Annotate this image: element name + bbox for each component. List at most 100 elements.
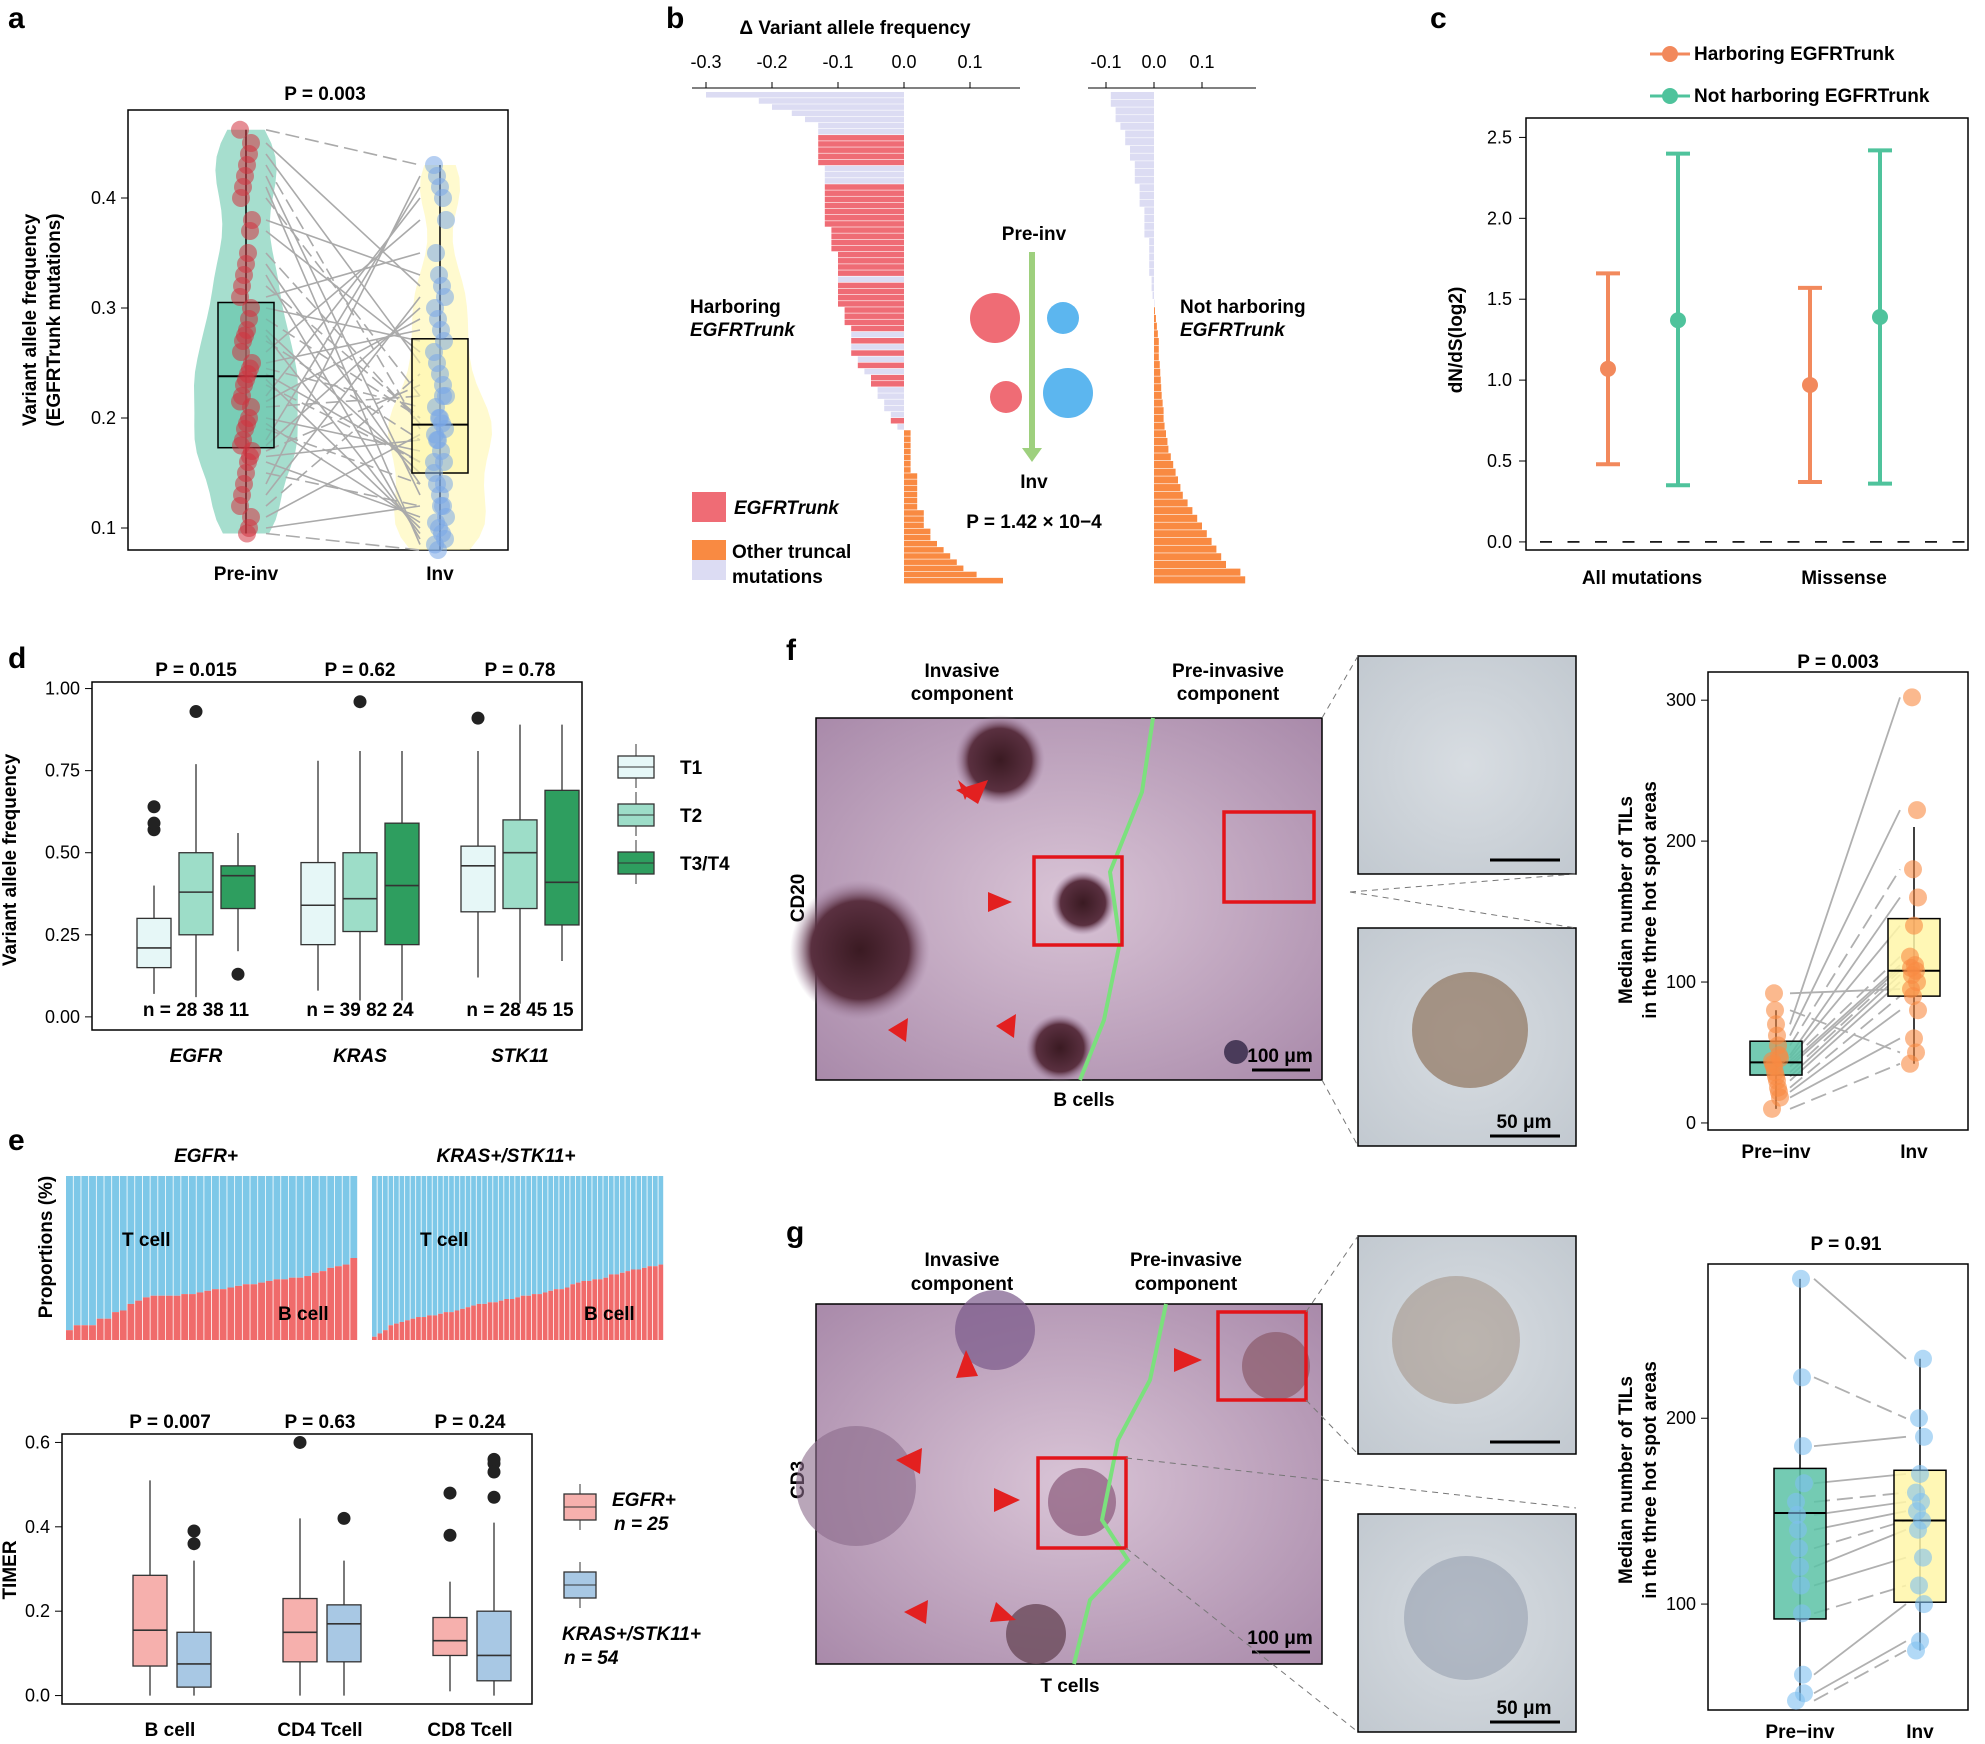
panel-f-inset-preinv xyxy=(1357,655,1577,875)
panel-a-point-preinv xyxy=(231,497,249,515)
panel-b-left-bar xyxy=(818,135,904,141)
panel-e-kras-bcell-bar xyxy=(377,1333,383,1340)
panel-b-right-bar xyxy=(1144,215,1154,223)
panel-e-kras-bcell-bar xyxy=(405,1320,410,1340)
panel-g-cluster-3 xyxy=(1048,1468,1116,1536)
panel-f-point-inv xyxy=(1904,860,1922,879)
panel-g-inset-cluster-2 xyxy=(1404,1556,1528,1680)
panel-b-left-bar xyxy=(838,270,904,276)
panel-d-xtick-gene: EGFR xyxy=(170,1046,223,1067)
panel-e-group-egfr: EGFR+ xyxy=(174,1146,238,1167)
panel-e-legend-egfr-n: n = 25 xyxy=(614,1514,669,1535)
panel-f-boundary xyxy=(1078,717,1155,1081)
panel-b-left-bar xyxy=(877,393,904,399)
panel-b-title: Δ Variant allele frequency xyxy=(739,18,971,39)
panel-e-kras-tcell-bar xyxy=(564,1176,570,1288)
panel-e-kras-bcell-bar xyxy=(537,1294,542,1340)
panel-a-frame xyxy=(127,109,509,551)
panel-g-label-preinv2: component xyxy=(1135,1274,1238,1295)
panel-f-box-ylabel2: in the three hot spot areas xyxy=(1640,781,1661,1019)
panel-e-kras-tcell-bar xyxy=(531,1176,537,1295)
panel-b-flow-top: Pre-inv xyxy=(1002,224,1067,245)
panel-b-legend-mut: mutations xyxy=(732,567,823,588)
panel-b-left-tick-label: 0.0 xyxy=(891,52,916,72)
panel-f-images: Invasive component Pre-invasive componen… xyxy=(788,655,1577,1147)
panel-f-point-preinv xyxy=(1765,984,1783,1003)
panel-g-arrow-4 xyxy=(904,1600,928,1624)
panel-g-box-ylabel2: in the three hot spot areas xyxy=(1640,1361,1661,1599)
panel-e-kras-bcell-bar xyxy=(592,1279,598,1340)
panel-b-left-bar xyxy=(851,331,904,338)
panel-a-pair-line xyxy=(265,142,421,287)
panel-g-cells: T cells xyxy=(1040,1676,1099,1697)
panel-b-left-tick-label: -0.1 xyxy=(822,52,853,72)
panel-d-n: n = 28 38 11 xyxy=(143,1000,250,1021)
panel-g-roi-preinv xyxy=(1216,1310,1308,1402)
panel-b-right-bar xyxy=(1154,345,1159,353)
panel-b-left-bar xyxy=(824,171,904,178)
panel-e-kras-tcell-bar xyxy=(421,1176,427,1318)
panel-e-kras-bcell-bar xyxy=(520,1295,526,1340)
panel-f-box-pvalue: P = 0.003 xyxy=(1797,652,1879,673)
panel-b-left-bar xyxy=(831,233,904,239)
panel-b-flow-arrowhead xyxy=(1022,448,1042,462)
panel-e-egfr-bcell-bar xyxy=(350,1258,358,1340)
panel-e-egfr-bcell-bar xyxy=(104,1318,112,1340)
panel-d-xtick-gene: STK11 xyxy=(491,1046,549,1067)
panel-g-point-preinv xyxy=(1792,1269,1810,1288)
panel-a-point-preinv xyxy=(231,288,249,306)
panel-a-pair-line xyxy=(265,373,421,507)
panel-e-kras-bcell-bar xyxy=(471,1305,476,1340)
panel-c-ytick-label: 0.5 xyxy=(1487,451,1512,471)
panel-f-label-preinv: Pre-invasive xyxy=(1172,661,1284,682)
panel-b-right-bar xyxy=(1154,314,1156,323)
panel-d-ytick-label: 0.25 xyxy=(45,925,80,945)
panel-d-xtick-gene: KRAS xyxy=(333,1046,387,1067)
panel-b-left-bar xyxy=(831,245,904,252)
panel-f-ytick-label: 300 xyxy=(1666,690,1696,710)
panel-e-egfr-bcell-bar xyxy=(334,1266,342,1340)
panel-b-right-bar xyxy=(1154,437,1168,446)
panel-b-legend-swatch-egfr xyxy=(692,492,726,522)
panel-e-kras-tcell-bar xyxy=(405,1176,410,1321)
panel-f-point-inv xyxy=(1901,947,1919,966)
panel-a-point-preinv xyxy=(231,120,249,139)
panel-g-inset-cluster-1 xyxy=(1392,1276,1520,1404)
panel-f-ytick-label: 100 xyxy=(1666,972,1696,992)
panel-e-egfr-tcell-bar xyxy=(273,1176,281,1280)
panel-e-kras-bcell-bar xyxy=(608,1274,614,1340)
panel-g-scale-50: 50 μm xyxy=(1497,1698,1552,1719)
panel-b-inv-bubble-left xyxy=(990,381,1022,413)
panel-f-pair-line xyxy=(1789,1009,1901,1054)
panel-b-left-bar xyxy=(904,479,918,485)
panel-e-outlier xyxy=(487,1490,501,1504)
panel-e-egfr-bcell-bar xyxy=(258,1282,265,1340)
panel-b-right-bar xyxy=(1154,530,1207,538)
panel-a-pair-line xyxy=(265,274,421,540)
panel-b-left-bar xyxy=(904,534,931,541)
panel-d-n: n = 39 82 24 xyxy=(306,1000,414,1021)
panel-e-egfr-tcell-bar xyxy=(66,1176,73,1331)
panel-e-kras-tcell-bar xyxy=(449,1176,454,1313)
panel-d-box xyxy=(502,819,538,910)
panel-e-egfr-bcell-bar xyxy=(250,1284,258,1340)
panel-c-ytick-label: 1.0 xyxy=(1487,370,1512,390)
panel-e-egfr-bcell-bar xyxy=(196,1292,204,1340)
panel-e-egfr-tcell-bar xyxy=(119,1176,127,1311)
panel-e-box xyxy=(432,1616,468,1657)
panel-b-left-bar xyxy=(904,577,1003,584)
panel-b-right-bar xyxy=(1154,384,1162,392)
panel-e-egfr-tcell-bar xyxy=(319,1176,327,1272)
panel-b-right-tick-label: 0.1 xyxy=(1189,52,1214,72)
panel-b-left-bar xyxy=(904,504,918,510)
panel-b-left-bar xyxy=(818,122,904,129)
panel-f-label-preinv2: component xyxy=(1177,684,1280,705)
panel-b-right-bar xyxy=(1154,468,1176,476)
panel-label-g: g xyxy=(786,1216,804,1249)
panel-b-right-bar xyxy=(1144,222,1154,230)
panel-f-connector-4 xyxy=(1321,1079,1359,1147)
panel-b-left-bar xyxy=(904,510,924,516)
panel-e-kras-tcell-bar xyxy=(377,1176,383,1334)
panel-e-egfr-bcell-bar xyxy=(342,1264,350,1340)
panel-d-ytick-label: 0.50 xyxy=(45,843,80,863)
